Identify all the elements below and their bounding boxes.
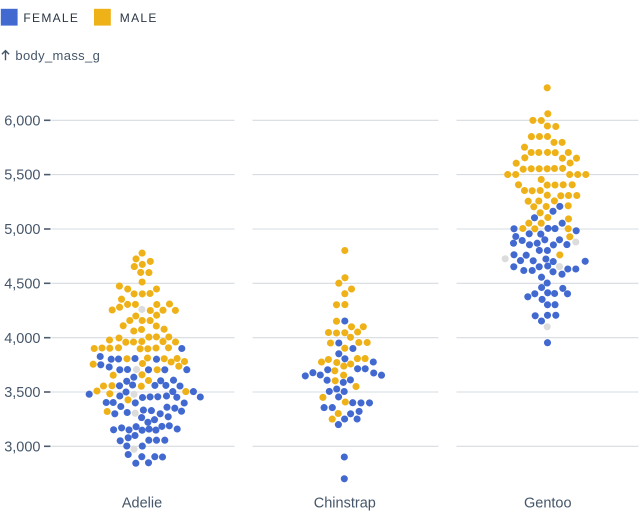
svg-text:4,500: 4,500 [4,276,40,292]
svg-text:MALE: MALE [120,11,158,25]
svg-text:5,000: 5,000 [4,222,40,238]
svg-text:body_mass_g: body_mass_g [15,48,100,63]
svg-text:Chinstrap: Chinstrap [314,496,376,512]
svg-text:FEMALE: FEMALE [23,11,79,25]
svg-text:6,000: 6,000 [4,113,40,129]
svg-text:5,500: 5,500 [4,168,40,184]
svg-text:Gentoo: Gentoo [524,496,572,512]
svg-text:4,000: 4,000 [4,331,40,347]
svg-text:3,000: 3,000 [4,439,40,455]
svg-text:Adelie: Adelie [122,496,162,512]
svg-text:3,500: 3,500 [4,385,40,401]
